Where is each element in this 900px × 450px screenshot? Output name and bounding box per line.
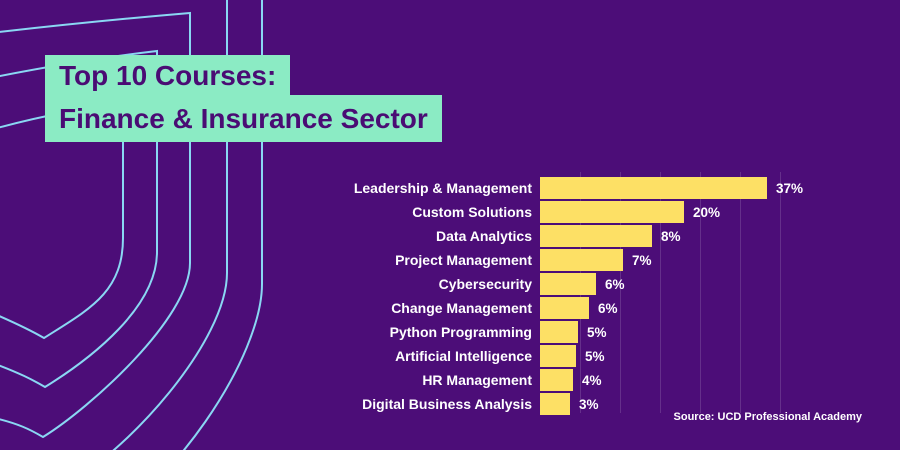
- bar: [540, 321, 578, 343]
- category-label: Change Management: [391, 300, 532, 316]
- title-line-2: Finance & Insurance Sector: [45, 95, 442, 142]
- value-label: 7%: [632, 252, 652, 268]
- chart-row: Python Programming 5%: [300, 321, 870, 343]
- category-label: Data Analytics: [436, 228, 532, 244]
- bar: [540, 273, 596, 295]
- chart-row: Leadership & Management 37%: [300, 177, 870, 199]
- value-label: 37%: [776, 180, 804, 196]
- category-label: Custom Solutions: [412, 204, 532, 220]
- category-label: Digital Business Analysis: [362, 396, 532, 412]
- gridline: [660, 172, 661, 413]
- chart-rows: Leadership & Management 37% Custom Solutio…: [300, 177, 870, 417]
- bar: [540, 369, 573, 391]
- chart-row: Custom Solutions 20%: [300, 201, 870, 223]
- bar: [540, 249, 623, 271]
- value-label: 8%: [661, 228, 681, 244]
- title-line-1: Top 10 Courses:: [45, 55, 291, 95]
- bar: [540, 393, 570, 415]
- chart-row: HR Management 4%: [300, 369, 870, 391]
- value-label: 6%: [605, 276, 625, 292]
- bar: [540, 201, 684, 223]
- chart-row: Project Management 7%: [300, 249, 870, 271]
- bar: [540, 177, 767, 199]
- category-label: HR Management: [422, 372, 532, 388]
- value-label: 5%: [585, 348, 605, 364]
- chart-row: Data Analytics 8%: [300, 225, 870, 247]
- value-label: 3%: [579, 396, 599, 412]
- gridline: [740, 172, 741, 413]
- value-label: 6%: [598, 300, 618, 316]
- source-caption: Source: UCD Professional Academy: [673, 411, 862, 423]
- category-label: Cybersecurity: [438, 276, 532, 292]
- chart-row: Artificial Intelligence 5%: [300, 345, 870, 367]
- value-label: 4%: [582, 372, 602, 388]
- bar: [540, 345, 576, 367]
- gridline: [780, 172, 781, 413]
- gridline: [700, 172, 701, 413]
- category-label: Python Programming: [389, 324, 532, 340]
- chart-row: Digital Business Analysis 3%: [300, 393, 870, 415]
- value-label: 5%: [587, 324, 607, 340]
- chart-row: Change Management 6%: [300, 297, 870, 319]
- bar: [540, 225, 652, 247]
- gridline: [620, 172, 621, 413]
- category-label: Leadership & Management: [353, 180, 532, 196]
- bar: [540, 297, 589, 319]
- chart-row: Cybersecurity 6%: [300, 273, 870, 295]
- category-label: Project Management: [395, 252, 532, 268]
- category-label: Artificial Intelligence: [395, 348, 532, 364]
- value-label: 20%: [693, 204, 721, 220]
